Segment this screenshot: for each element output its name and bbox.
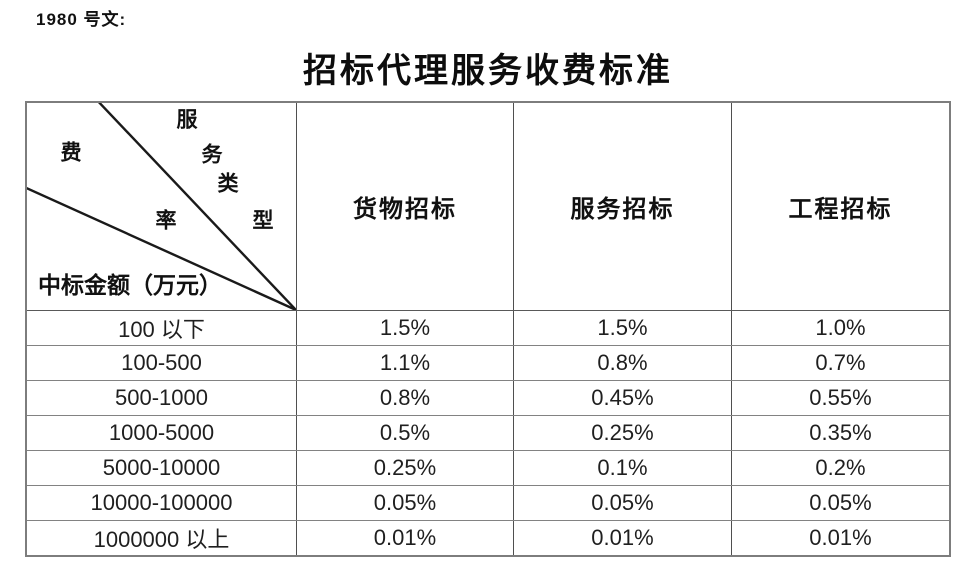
corner-type-char-2: 务	[201, 142, 223, 167]
corner-rate-char-2: 率	[155, 208, 177, 233]
corner-rate-char-1: 费	[60, 140, 82, 165]
table-row: 1000000 以上 0.01% 0.01% 0.01%	[27, 521, 949, 555]
rate-value: 0.25%	[297, 451, 514, 485]
column-header-works: 工程招标	[788, 197, 893, 223]
rate-value: 0.05%	[297, 486, 514, 520]
page-title: 招标代理服务收费标准	[303, 53, 673, 90]
column-header-service: 服务招标	[514, 103, 732, 310]
rate-value: 0.8%	[297, 381, 514, 415]
rate-value: 0.55%	[809, 385, 872, 410]
table-row: 10000-100000 0.05% 0.05% 0.05%	[27, 486, 949, 521]
table-header-row: 服 务 类 型 费 率 中标金额（万元） 货物招标 服务招标 工程招标	[27, 103, 949, 311]
corner-type-char-1: 服	[176, 107, 198, 132]
fee-table: 服 务 类 型 费 率 中标金额（万元） 货物招标 服务招标 工程招标 100 …	[25, 101, 951, 557]
table-row: 1000-5000 0.5% 0.25% 0.35%	[27, 416, 949, 451]
diagonal-divider-lines	[27, 103, 296, 310]
doc-number: 1980 号文:	[36, 10, 127, 29]
rate-value: 0.45%	[514, 381, 732, 415]
row-amount-label: 1000-5000	[27, 416, 297, 450]
rate-value: 0.01%	[514, 521, 732, 555]
table-row: 500-1000 0.8% 0.45% 0.55%	[27, 381, 949, 416]
corner-header-cell: 服 务 类 型 费 率 中标金额（万元）	[27, 103, 297, 310]
column-header-goods: 货物招标	[297, 103, 514, 310]
rate-value: 1.0%	[815, 315, 866, 340]
corner-type-char-4: 型	[252, 208, 274, 233]
rate-value: 0.05%	[514, 486, 732, 520]
row-amount-label: 100-500	[27, 346, 297, 380]
row-amount-label: 10000-100000	[27, 486, 297, 520]
rate-value: 0.01%	[297, 521, 514, 555]
rate-value: 0.01%	[809, 525, 872, 550]
rate-value: 1.5%	[514, 311, 732, 345]
row-amount-label: 100 以下	[27, 311, 297, 345]
corner-amount-label: 中标金额（万元）	[38, 273, 222, 298]
row-amount-label: 5000-10000	[27, 451, 297, 485]
rate-value: 1.1%	[297, 346, 514, 380]
rate-value: 0.35%	[809, 420, 872, 445]
table-row: 5000-10000 0.25% 0.1% 0.2%	[27, 451, 949, 486]
table-row: 100 以下 1.5% 1.5% 1.0%	[27, 311, 949, 346]
rate-value: 0.25%	[514, 416, 732, 450]
rate-value: 0.7%	[815, 350, 866, 375]
rate-value: 1.5%	[297, 311, 514, 345]
table-row: 100-500 1.1% 0.8% 0.7%	[27, 346, 949, 381]
rate-value: 0.5%	[297, 416, 514, 450]
row-amount-label: 1000000 以上	[27, 521, 297, 555]
rate-value: 0.8%	[514, 346, 732, 380]
row-amount-label: 500-1000	[27, 381, 297, 415]
rate-value: 0.1%	[514, 451, 732, 485]
corner-type-char-3: 类	[217, 171, 239, 196]
rate-value: 0.05%	[809, 490, 872, 515]
rate-value: 0.2%	[815, 455, 866, 480]
